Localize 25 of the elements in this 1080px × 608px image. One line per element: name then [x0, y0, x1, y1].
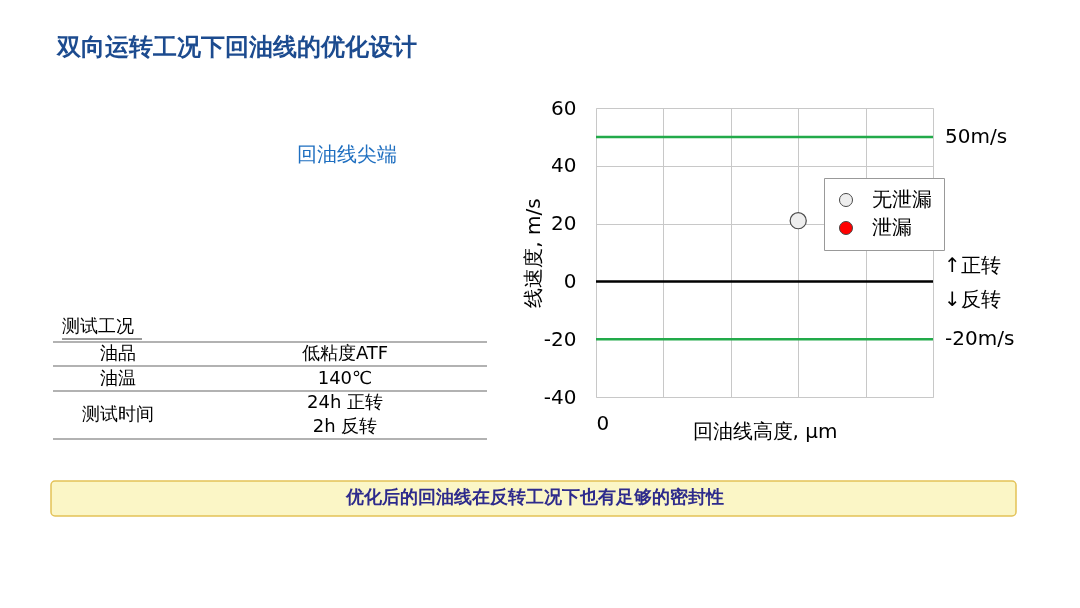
text: 24h 正转: [306, 391, 384, 412]
y-tick-label: -40: [543, 384, 577, 409]
text: 低粘度ATF: [301, 342, 389, 363]
text: ↑正转: [944, 253, 1001, 277]
y-tick-label: 20: [551, 211, 577, 236]
text: 回油线尖端: [297, 142, 397, 166]
y-tick-label: 60: [551, 95, 577, 120]
y-tick-label: 40: [551, 153, 577, 178]
text: 油品: [100, 342, 136, 363]
ref-line-label: -20m/s: [945, 326, 1015, 351]
y-tick-label: -20: [543, 326, 577, 351]
text: 140℃: [317, 367, 373, 388]
text: 优化后的回油线在反转工况下也有足够的密封性: [345, 486, 724, 507]
legend-label: 无泄漏: [872, 187, 932, 211]
text: 2h 反转: [312, 415, 378, 436]
y-tick-label: 0: [563, 268, 577, 293]
text: ↓反转: [944, 287, 1001, 311]
legend-label: 泄漏: [872, 215, 912, 239]
text: 双向运转工况下回油线的优化设计: [56, 33, 417, 61]
ref-line-label: 50m/s: [945, 123, 1008, 148]
x-axis-title: 回油线高度, μm: [692, 418, 838, 443]
y-axis-title: 线速度, m/s: [520, 198, 545, 308]
text: 测试工况: [62, 315, 134, 336]
text: 测试时间: [82, 403, 154, 424]
text: 油温: [100, 367, 136, 388]
